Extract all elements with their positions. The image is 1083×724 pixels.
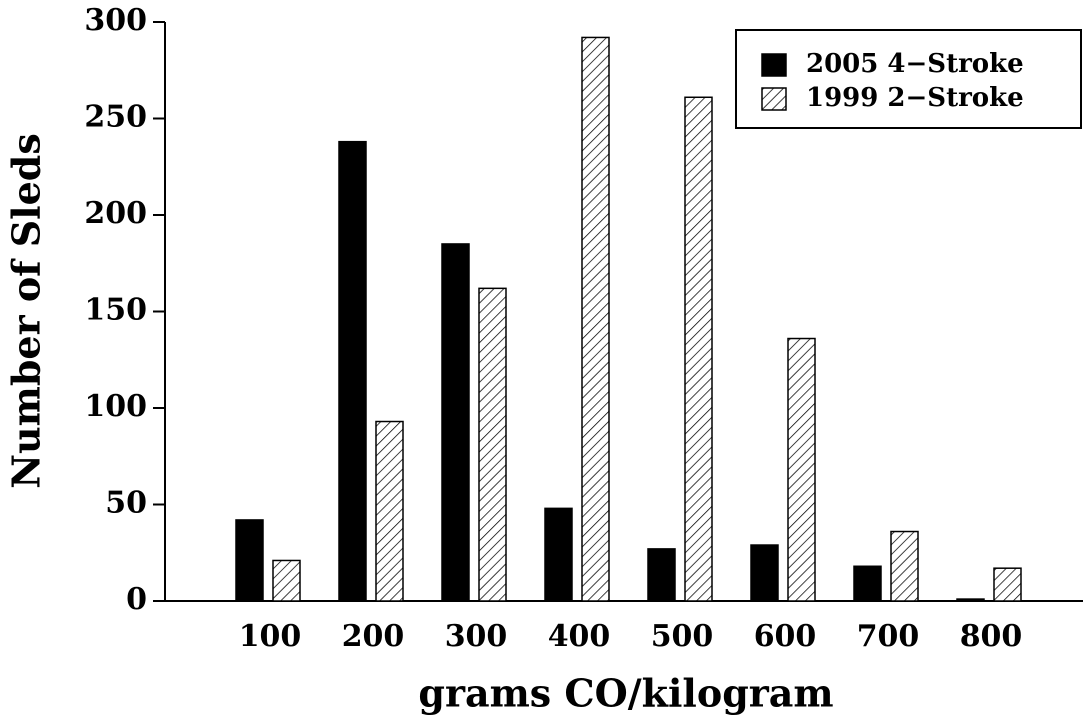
y-tick-label: 250 — [84, 100, 147, 135]
bar — [544, 507, 573, 602]
y-tick-label: 300 — [84, 3, 147, 38]
bar — [956, 598, 985, 602]
legend-label: 1999 2−Stroke — [806, 83, 1024, 113]
x-tick-label: 400 — [548, 619, 611, 654]
y-tick-label: 0 — [126, 582, 147, 617]
bar — [338, 140, 367, 602]
x-tick-label: 300 — [445, 619, 508, 654]
x-tick-label: 600 — [754, 619, 817, 654]
legend-swatch — [761, 87, 787, 111]
y-axis-label: Number of Sleds — [4, 133, 49, 489]
y-tick-label: 200 — [84, 196, 147, 231]
legend-swatch — [761, 53, 787, 77]
y-tick-label: 150 — [84, 293, 147, 328]
x-tick-label: 700 — [857, 619, 920, 654]
y-tick-label: 50 — [105, 486, 147, 521]
bar — [684, 96, 713, 602]
bar — [647, 548, 676, 602]
x-axis-label: grams CO/kilogram — [418, 671, 833, 716]
x-tick-label: 800 — [960, 619, 1023, 654]
bar — [890, 530, 919, 602]
bar — [787, 337, 816, 602]
bar — [993, 567, 1022, 602]
bar — [272, 559, 301, 602]
legend-box — [735, 29, 1082, 129]
x-tick-label: 500 — [651, 619, 714, 654]
bar — [441, 243, 470, 602]
y-tick-label: 100 — [84, 389, 147, 424]
bar — [853, 565, 882, 602]
bar — [235, 519, 264, 602]
bar — [478, 287, 507, 602]
x-tick-label: 200 — [342, 619, 405, 654]
bar — [375, 420, 404, 602]
bar — [581, 36, 610, 602]
bar — [750, 544, 779, 602]
x-tick-label: 100 — [239, 619, 302, 654]
legend-label: 2005 4−Stroke — [806, 49, 1024, 79]
